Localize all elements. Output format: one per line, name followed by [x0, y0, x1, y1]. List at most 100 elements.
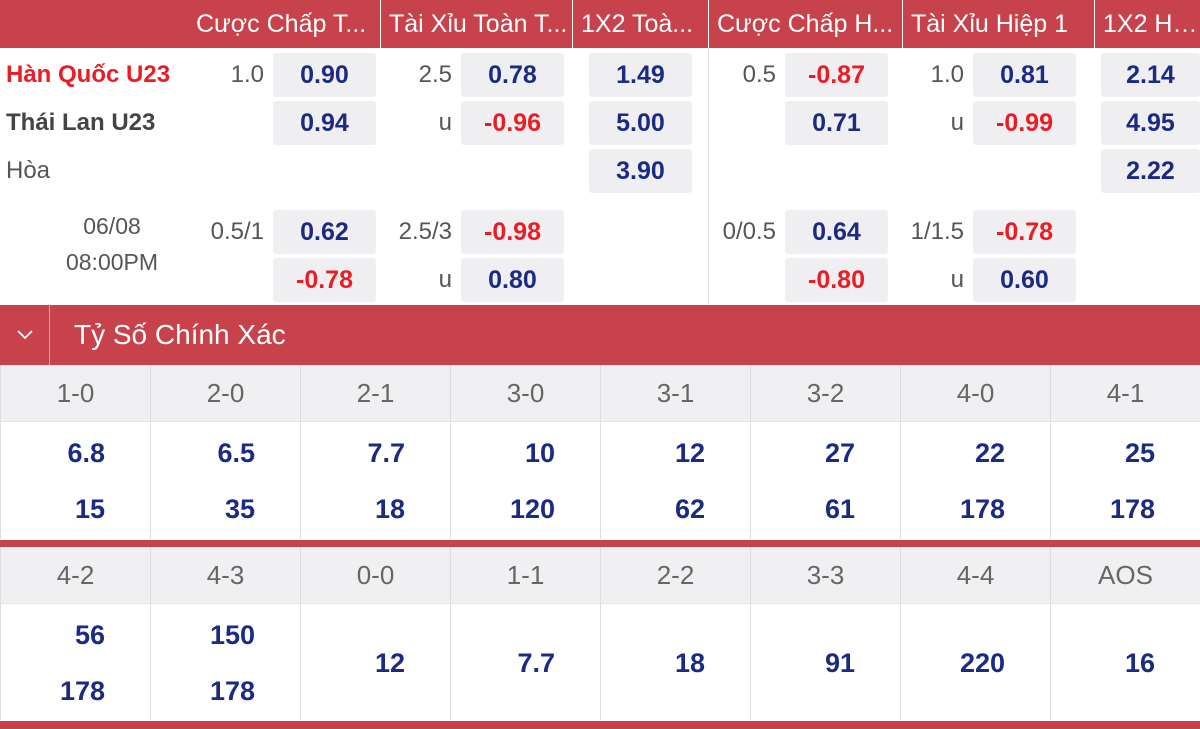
score-odds-cell[interactable]: 12 62 — [600, 421, 750, 539]
score-label: 2-0 — [150, 365, 300, 421]
score-odds-alt[interactable]: 178 — [959, 494, 1005, 524]
odds-h1-handicap-home-2[interactable]: 0.64 — [785, 210, 888, 254]
score-label: 2-1 — [300, 365, 450, 421]
h1-under-label: u — [950, 109, 964, 136]
score-label: 4-1 — [1050, 365, 1200, 421]
odds-1x2-home[interactable]: 1.49 — [589, 53, 692, 97]
score-odds-alt[interactable]: 15 — [74, 494, 105, 524]
odds-over[interactable]: 0.78 — [461, 53, 564, 97]
tab-handicap-fulltime[interactable]: Cược Chấp T... — [188, 0, 380, 48]
odds-h1-handicap-away[interactable]: 0.71 — [785, 101, 888, 145]
score-label: 3-0 — [450, 365, 600, 421]
odds-1x2-draw[interactable]: 3.90 — [589, 149, 692, 193]
odds-h1-handicap-home[interactable]: -0.87 — [785, 53, 888, 97]
score-odds[interactable]: 12 — [374, 648, 405, 678]
score-label: 1-0 — [0, 365, 150, 421]
odds-1x2-away[interactable]: 5.00 — [589, 101, 692, 145]
odds-h1-handicap-away-2[interactable]: -0.80 — [785, 258, 888, 302]
odds-handicap-away-2[interactable]: -0.78 — [273, 258, 376, 302]
score-odds-alt[interactable]: 62 — [674, 494, 705, 524]
odds-h1-under[interactable]: -0.99 — [973, 101, 1076, 145]
tab-over-under-fulltime[interactable]: Tài Xỉu Toàn T... — [380, 0, 572, 48]
odds-over-2[interactable]: -0.98 — [461, 210, 564, 254]
odds-under[interactable]: -0.96 — [461, 101, 564, 145]
match-time: 08:00PM — [65, 249, 159, 275]
h1-under-label-2: u — [950, 266, 964, 293]
h1-handicap-line: 0.5 — [742, 61, 776, 88]
score-odds-cell[interactable]: 6.5 35 — [150, 421, 300, 539]
odds-h1-1x2-draw[interactable]: 2.22 — [1101, 149, 1200, 193]
score-odds-cell[interactable]: 6.8 15 — [0, 421, 150, 539]
score-label: AOS — [1050, 547, 1200, 603]
score-odds-cell[interactable]: 7.7 18 — [300, 421, 450, 539]
score-odds-alt[interactable]: 35 — [224, 494, 255, 524]
tab-over-under-half1[interactable]: Tài Xỉu Hiệp 1 — [902, 0, 1094, 48]
divider — [0, 540, 1200, 547]
chevron-down-icon[interactable] — [0, 305, 50, 365]
score-label: 4-2 — [0, 547, 150, 603]
odds-under-2[interactable]: 0.80 — [461, 258, 564, 302]
draw-label: Hòa — [6, 157, 51, 184]
odds-h1-over-2[interactable]: -0.78 — [973, 210, 1076, 254]
score-odds[interactable]: 10 — [524, 438, 555, 468]
score-grid-1: 1-0 6.8 15 2-0 6.5 35 2-1 7.7 18 3-0 10 120 3-1 12 62 3… — [0, 365, 1200, 539]
score-label: 0-0 — [300, 547, 450, 603]
score-odds[interactable]: 7.7 — [367, 438, 405, 468]
away-team: Thái Lan U23 — [6, 109, 156, 136]
score-label: 4-3 — [150, 547, 300, 603]
score-odds[interactable]: 220 — [959, 648, 1005, 678]
score-label: 3-2 — [750, 365, 900, 421]
score-odds[interactable]: 6.5 — [217, 438, 255, 468]
tab-1x2-fulltime[interactable]: 1X2 Toà... — [572, 0, 708, 48]
correct-score-section-header[interactable]: Tỷ Số Chính Xác — [0, 305, 1200, 365]
score-odds[interactable]: 16 — [1124, 648, 1155, 678]
home-team: Hàn Quốc U23 — [6, 61, 171, 88]
score-odds-alt[interactable]: 120 — [509, 494, 555, 524]
odds-h1-under-2[interactable]: 0.60 — [973, 258, 1076, 302]
under-label: u — [438, 109, 452, 136]
score-odds[interactable]: 25 — [1124, 438, 1155, 468]
score-label: 2-2 — [600, 547, 750, 603]
score-odds-cell[interactable]: 18 — [600, 603, 750, 720]
score-odds-cell[interactable]: 12 — [300, 603, 450, 720]
score-odds-alt[interactable]: 178 — [1109, 494, 1155, 524]
score-odds[interactable]: 56 — [74, 620, 105, 650]
score-odds[interactable]: 150 — [209, 620, 255, 650]
odds-h1-1x2-home[interactable]: 2.14 — [1101, 53, 1200, 97]
score-grid-2: 4-2 56 178 4-3 150 178 0-0 12 1-1 7.7 2-2 18 3-3 91 4-… — [0, 547, 1200, 720]
score-label: 4-0 — [900, 365, 1050, 421]
score-odds[interactable]: 91 — [824, 648, 855, 678]
score-odds-cell[interactable]: 56 178 — [0, 603, 150, 720]
score-odds[interactable]: 6.8 — [67, 438, 105, 468]
score-odds-cell[interactable]: 22 178 — [900, 421, 1050, 539]
score-odds[interactable]: 22 — [974, 438, 1005, 468]
score-odds-alt[interactable]: 18 — [374, 494, 405, 524]
score-odds-alt[interactable]: 178 — [59, 676, 105, 706]
tab-1x2-half1[interactable]: 1X2 Hiệ... — [1094, 0, 1200, 48]
odds-handicap-home[interactable]: 0.90 — [273, 53, 376, 97]
score-odds-cell[interactable]: 91 — [750, 603, 900, 720]
odds-handicap-home-2[interactable]: 0.62 — [273, 210, 376, 254]
header-blank — [0, 0, 188, 48]
score-odds[interactable]: 27 — [824, 438, 855, 468]
score-odds[interactable]: 12 — [674, 438, 705, 468]
score-odds-alt[interactable]: 178 — [209, 676, 255, 706]
score-odds-cell[interactable]: 16 — [1050, 603, 1200, 720]
score-odds-cell[interactable]: 220 — [900, 603, 1050, 720]
score-odds-cell[interactable]: 10 120 — [450, 421, 600, 539]
divider — [0, 721, 1200, 729]
score-odds[interactable]: 7.7 — [517, 648, 555, 678]
odds-handicap-away[interactable]: 0.94 — [273, 101, 376, 145]
score-odds[interactable]: 18 — [674, 648, 705, 678]
handicap-line: 1.0 — [230, 61, 264, 88]
tab-handicap-half1[interactable]: Cược Chấp H... — [708, 0, 902, 48]
score-odds-cell[interactable]: 27 61 — [750, 421, 900, 539]
ou-line-2: 2.5/3 — [398, 218, 452, 245]
odds-h1-over[interactable]: 0.81 — [973, 53, 1076, 97]
score-odds-cell[interactable]: 25 178 — [1050, 421, 1200, 539]
score-odds-cell[interactable]: 150 178 — [150, 603, 300, 720]
odds-h1-1x2-away[interactable]: 4.95 — [1101, 101, 1200, 145]
score-odds-cell[interactable]: 7.7 — [450, 603, 600, 720]
score-odds-alt[interactable]: 61 — [824, 494, 855, 524]
